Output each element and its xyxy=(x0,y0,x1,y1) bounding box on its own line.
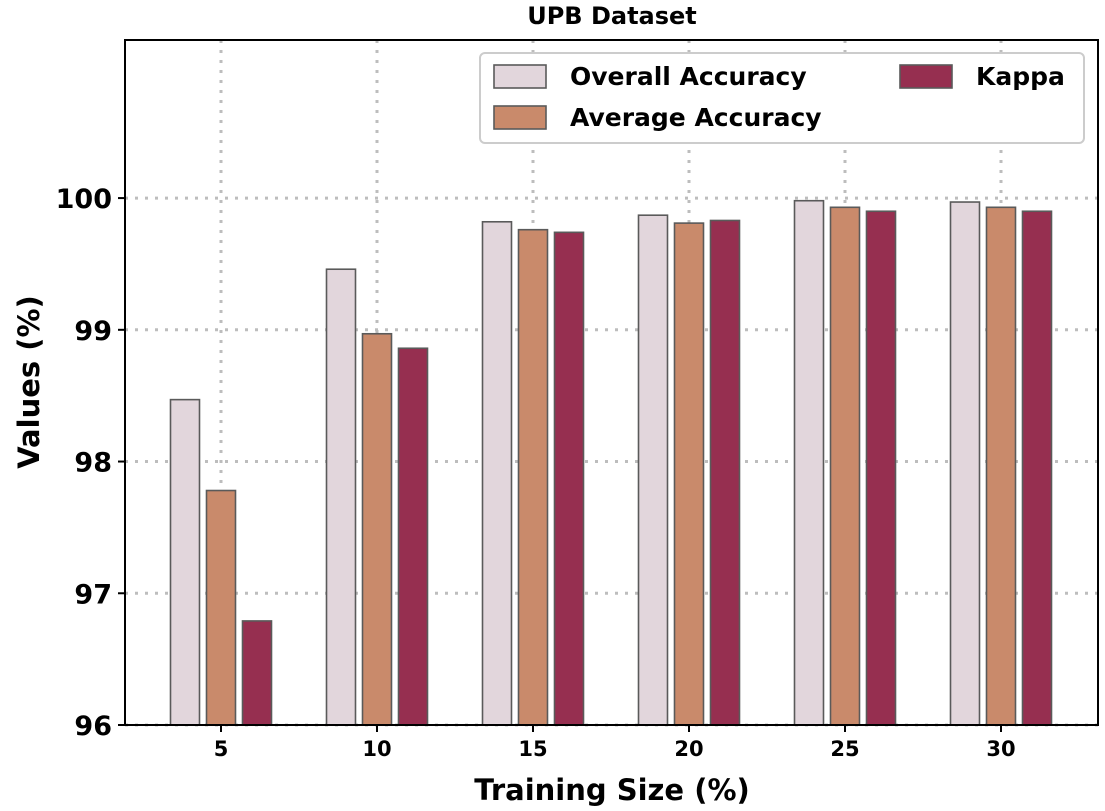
bar xyxy=(325,268,357,726)
x-tick-label: 20 xyxy=(674,737,703,761)
x-tick-label: 30 xyxy=(986,737,1015,761)
y-tick-label: 97 xyxy=(74,579,112,610)
chart-title: UPB Dataset xyxy=(527,2,697,30)
bar xyxy=(709,219,741,726)
bar xyxy=(829,206,861,726)
bar xyxy=(553,231,585,726)
bar-series xyxy=(169,199,1053,726)
bar xyxy=(793,199,825,726)
y-axis-label: Values (%) xyxy=(12,295,46,469)
bar xyxy=(673,222,705,726)
legend-swatch-overall-accuracy xyxy=(493,64,547,89)
y-tick-label: 98 xyxy=(74,448,112,479)
x-tick-label: 25 xyxy=(830,737,859,761)
series-kappa xyxy=(241,210,1053,726)
bar xyxy=(397,347,429,726)
legend-label-kappa: Kappa xyxy=(976,62,1065,91)
legend-label-average-accuracy: Average Accuracy xyxy=(570,103,822,132)
y-tick-label: 100 xyxy=(56,184,112,215)
x-tick-label: 10 xyxy=(362,737,391,761)
x-axis-label: Training Size (%) xyxy=(474,773,750,807)
bar xyxy=(985,206,1017,726)
legend-label-overall-accuracy: Overall Accuracy xyxy=(570,62,807,91)
legend-swatch-average-accuracy xyxy=(493,105,547,130)
y-tick-label: 96 xyxy=(74,711,112,742)
bar xyxy=(205,489,237,726)
bar xyxy=(1021,210,1053,726)
plot-frame xyxy=(124,39,1099,726)
x-axis-ticks: 5 10 15 20 25 30 xyxy=(214,725,1016,761)
x-tick-label: 15 xyxy=(518,737,547,761)
bar xyxy=(517,228,549,726)
bar xyxy=(361,332,393,726)
x-tick-label: 5 xyxy=(214,737,229,761)
bar xyxy=(241,620,273,726)
y-tick-label: 99 xyxy=(74,316,112,347)
bar xyxy=(169,398,201,726)
bar xyxy=(637,214,669,726)
bar xyxy=(865,210,897,726)
bar xyxy=(481,220,513,726)
bar xyxy=(949,201,981,726)
series-overall-accuracy xyxy=(169,199,981,726)
legend-swatch-kappa xyxy=(899,64,953,89)
legend: Overall Accuracy Average Accuracy Kappa xyxy=(479,52,1085,144)
y-axis-ticks: 96 97 98 99 100 xyxy=(56,184,125,742)
